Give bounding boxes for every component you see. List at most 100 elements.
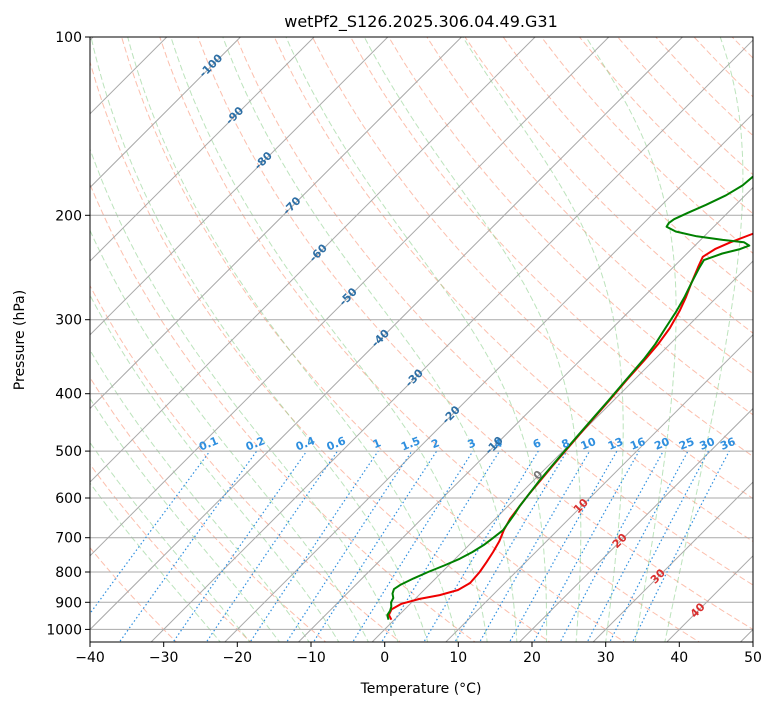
isotherm-line [90, 37, 684, 631]
x-tick-label: 40 [670, 650, 688, 666]
mixing-ratio-label: 3 [466, 436, 478, 451]
y-tick-label: 1000 [46, 622, 82, 638]
y-tick-label: 200 [55, 208, 82, 224]
y-tick-label: 500 [55, 444, 82, 460]
isotherm-line [518, 407, 753, 642]
mixing-ratio-line [631, 450, 730, 642]
dry-adiabat-line [90, 60, 551, 642]
moist-adiabat-line [90, 294, 340, 642]
isotherm-line [90, 37, 536, 483]
isotherm-label: 20 [610, 531, 630, 551]
isotherm-line [666, 555, 753, 642]
isotherm-line [445, 334, 753, 642]
mixing-ratio-label: 30 [698, 435, 717, 453]
y-tick-label: 700 [55, 531, 82, 547]
isotherm-line [90, 37, 389, 336]
mixing-ratio-line [249, 450, 379, 642]
x-tick-label: −10 [296, 650, 326, 666]
isotherm-line [90, 37, 315, 262]
mixing-ratio-line [454, 450, 568, 642]
y-tick-label: 800 [55, 565, 82, 581]
chart-axes: −40 −30 −20 −10 0 10 20 30 40 50 1000 900 800 700 600 5… [46, 30, 762, 666]
moist-adiabat-line [664, 37, 744, 642]
isotherm-line [150, 39, 753, 642]
mixing-ratio-line [609, 450, 710, 642]
isotherm-line [90, 37, 242, 189]
dry-adiabat-line [311, 37, 753, 500]
dry-adiabat-line [464, 37, 753, 334]
x-tick-label: 30 [597, 650, 615, 666]
chart-title: wetPf2_S126.2025.306.04.49.G31 [284, 12, 558, 32]
moist-adiabat-line [585, 37, 677, 642]
isotherm-label: -10 [483, 434, 506, 457]
mixing-ratio-line [118, 450, 258, 642]
dry-adiabat-line [693, 37, 753, 98]
mixing-ratio-label: 36 [718, 435, 737, 453]
moist-adiabat-line [285, 37, 548, 642]
mixing-ratio-line [285, 450, 413, 642]
mixing-ratio-label: 20 [652, 435, 671, 453]
moist-adiabat-line [90, 229, 369, 642]
dry-adiabat-line [90, 182, 476, 642]
x-tick-label: −20 [223, 650, 253, 666]
dry-adiabat-line [770, 37, 775, 644]
mixing-ratio-label: 6 [531, 436, 543, 451]
dry-adiabat-line [197, 37, 753, 630]
x-tick-label: −40 [75, 650, 105, 666]
moist-adiabat-line [170, 37, 488, 642]
mixing-ratio-line [559, 450, 664, 642]
mixing-ratio-label: 10 [579, 435, 598, 453]
x-tick-label: 50 [744, 650, 762, 666]
moist-adiabat-line [90, 441, 251, 642]
chart-series [386, 175, 753, 621]
dry-adiabat-line [235, 37, 753, 586]
moist-adiabat-line [462, 37, 624, 642]
y-tick-label: 600 [55, 491, 82, 507]
x-tick-label: 0 [380, 650, 389, 666]
mixing-ratio-line [312, 450, 438, 642]
y-tick-label: 100 [55, 30, 82, 46]
x-tick-label: −30 [149, 650, 179, 666]
moist-adiabat-line [90, 147, 399, 642]
y-axis-label: Pressure (hPa) [12, 290, 28, 390]
moist-adiabat-line [90, 397, 281, 642]
mixing-ratio-label: 16 [628, 435, 647, 453]
dry-adiabat-line [388, 37, 753, 416]
dewpoint-profile-line [386, 175, 753, 620]
mixing-ratio-label: 1 [371, 436, 383, 451]
moist-adiabat-line [90, 37, 429, 642]
y-tick-label: 900 [55, 595, 82, 611]
mixing-ratio-line [90, 450, 211, 615]
dry-adiabat-line [502, 37, 753, 294]
moist-adiabat-line [90, 349, 310, 642]
mixing-ratio-line [205, 450, 338, 642]
isotherm-line [90, 37, 168, 115]
moist-adiabat-line [127, 37, 459, 642]
y-tick-label: 400 [55, 387, 82, 403]
mixing-ratio-line [586, 450, 689, 642]
y-tick-label: 300 [55, 313, 82, 329]
dry-adiabat-line [90, 463, 252, 642]
isotherm-line [592, 481, 753, 642]
isotherm-line [90, 37, 463, 410]
temperature-profile-line [387, 232, 753, 621]
mixing-ratio-label: 2 [429, 436, 441, 451]
isotherm-line [371, 260, 753, 642]
isotherm-line [90, 37, 610, 557]
mixing-ratio-label: 8 [560, 436, 572, 451]
plot-frame [89, 36, 754, 643]
x-tick-label: 20 [523, 650, 541, 666]
x-tick-label: 10 [449, 650, 467, 666]
dry-adiabat-line [350, 37, 753, 458]
mixing-ratio-label: 13 [606, 435, 625, 453]
chart-grid [90, 37, 775, 644]
mixing-ratio-line [352, 450, 474, 642]
isotherm-line [297, 186, 753, 642]
mixing-ratio-line [380, 450, 501, 642]
mixing-ratio-label: 25 [677, 435, 696, 453]
isotherm-label: 10 [571, 496, 591, 516]
dry-adiabat-line [159, 37, 701, 642]
isotherm-line [224, 113, 753, 642]
dry-adiabat-line [90, 376, 327, 642]
